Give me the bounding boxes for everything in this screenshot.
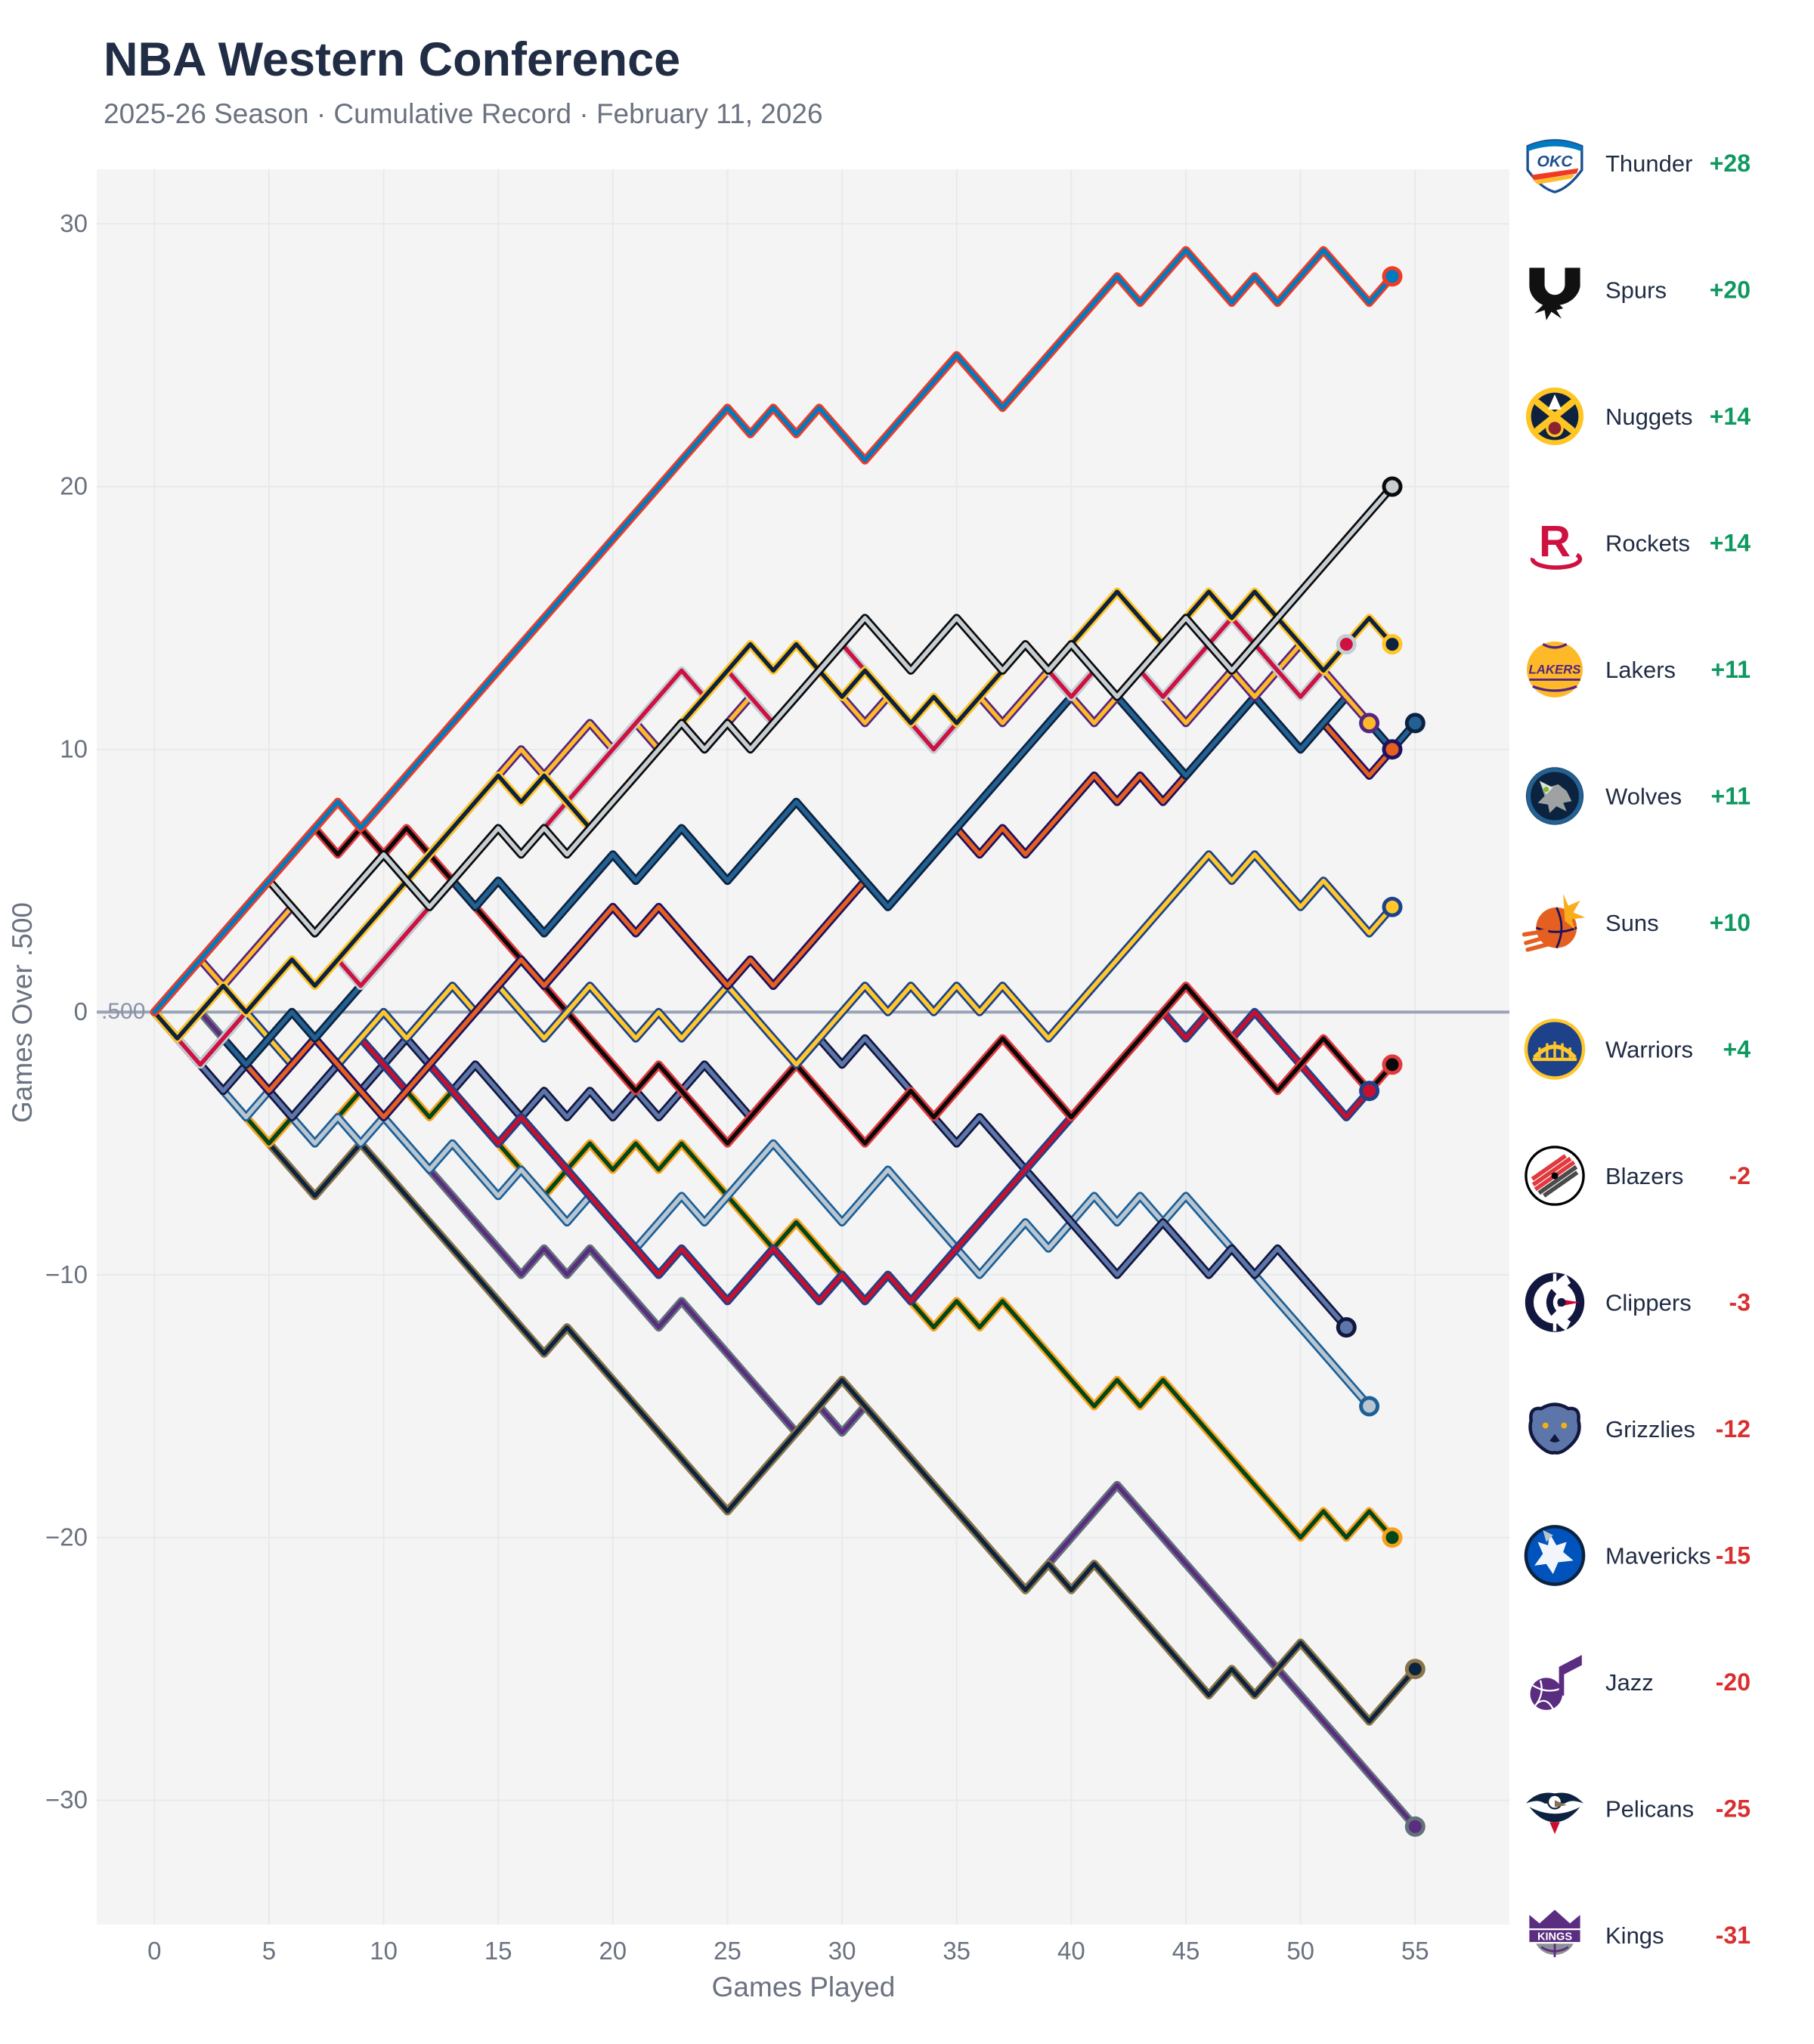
svg-text:50: 50 (1286, 1937, 1314, 1965)
svg-text:NBA Western Conference: NBA Western Conference (104, 33, 680, 86)
svg-text:Games Played: Games Played (712, 1971, 896, 2002)
svg-text:−10: −10 (45, 1260, 88, 1288)
svg-text:+14: +14 (1710, 530, 1751, 557)
svg-text:+10: +10 (1710, 909, 1751, 936)
svg-text:Wolves: Wolves (1605, 784, 1682, 810)
svg-text:15: 15 (484, 1937, 512, 1965)
svg-text:-15: -15 (1716, 1542, 1751, 1569)
svg-text:Thunder: Thunder (1605, 150, 1692, 177)
svg-text:Pelicans: Pelicans (1605, 1796, 1694, 1823)
svg-text:30: 30 (60, 209, 88, 237)
svg-text:+11: +11 (1710, 656, 1751, 683)
svg-text:Spurs: Spurs (1605, 277, 1667, 304)
svg-text:55: 55 (1401, 1937, 1429, 1965)
svg-text:20: 20 (60, 472, 88, 500)
svg-text:Blazers: Blazers (1605, 1163, 1683, 1189)
svg-text:-25: -25 (1716, 1795, 1751, 1823)
svg-text:R: R (1539, 517, 1571, 566)
svg-text:20: 20 (599, 1937, 627, 1965)
svg-text:-12: -12 (1716, 1415, 1751, 1443)
svg-text:-20: -20 (1716, 1668, 1751, 1696)
svg-text:-31: -31 (1716, 1922, 1751, 1949)
svg-text:2025-26 Season · Cumulative Re: 2025-26 Season · Cumulative Record · Feb… (104, 98, 823, 129)
svg-text:+28: +28 (1710, 150, 1751, 177)
svg-text:+14: +14 (1710, 403, 1751, 430)
svg-text:−20: −20 (45, 1523, 88, 1551)
svg-text:Games Over .500: Games Over .500 (7, 902, 38, 1123)
svg-text:-3: -3 (1729, 1289, 1751, 1316)
svg-text:+20: +20 (1710, 277, 1751, 304)
svg-text:Nuggets: Nuggets (1605, 404, 1692, 430)
svg-text:.500: .500 (101, 999, 145, 1024)
svg-text:-2: -2 (1729, 1162, 1751, 1189)
svg-text:Mavericks: Mavericks (1605, 1543, 1711, 1569)
svg-text:Clippers: Clippers (1605, 1290, 1692, 1316)
svg-text:25: 25 (714, 1937, 741, 1965)
svg-text:OKC: OKC (1537, 152, 1573, 170)
svg-text:30: 30 (828, 1937, 856, 1965)
svg-text:Lakers: Lakers (1605, 657, 1676, 683)
svg-text:Suns: Suns (1605, 910, 1659, 936)
svg-text:45: 45 (1172, 1937, 1200, 1965)
svg-text:0: 0 (74, 997, 88, 1025)
svg-text:KINGS: KINGS (1537, 1931, 1572, 1944)
svg-text:+11: +11 (1710, 783, 1751, 810)
svg-text:Grizzlies: Grizzlies (1605, 1416, 1695, 1443)
svg-text:40: 40 (1057, 1937, 1085, 1965)
svg-text:Kings: Kings (1605, 1922, 1664, 1949)
svg-text:10: 10 (370, 1937, 398, 1965)
svg-text:5: 5 (262, 1937, 276, 1965)
svg-text:10: 10 (60, 734, 88, 762)
svg-text:Warriors: Warriors (1605, 1037, 1693, 1063)
svg-text:Jazz: Jazz (1605, 1669, 1654, 1696)
svg-text:35: 35 (943, 1937, 970, 1965)
svg-text:LAKERS: LAKERS (1529, 663, 1582, 677)
svg-text:Rockets: Rockets (1605, 530, 1690, 557)
svg-text:−30: −30 (45, 1786, 88, 1814)
svg-text:0: 0 (147, 1937, 161, 1965)
svg-text:+4: +4 (1723, 1036, 1751, 1063)
